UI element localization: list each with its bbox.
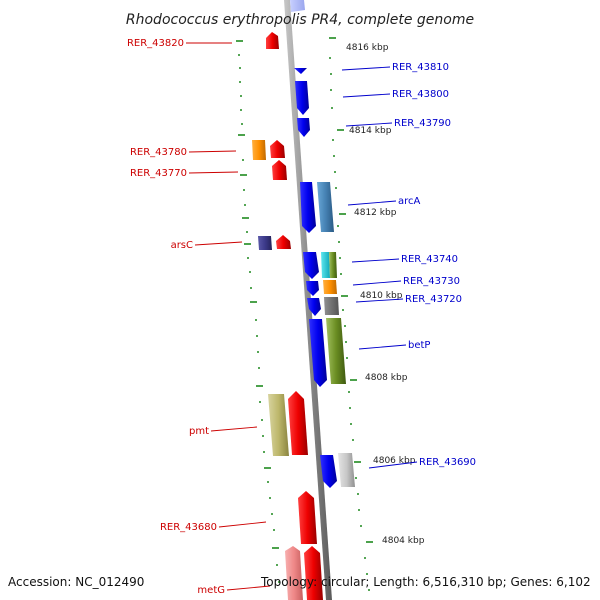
map-title: Rhodococcus erythropolis PR4, complete g… — [126, 12, 474, 28]
gene-label[interactable]: RER_43690 — [419, 457, 476, 468]
gene-feature-rer-43680[interactable] — [298, 491, 317, 544]
gene-feature-top[interactable] — [290, 0, 305, 12]
ring-dots — [238, 54, 370, 591]
accession-text: Accession: NC_012490 — [8, 575, 144, 589]
leader-line — [218, 521, 267, 528]
gene-feature-rer-43800[interactable] — [295, 81, 309, 115]
gene-feature-rer-43690-grey[interactable] — [338, 453, 355, 487]
gene-label[interactable]: betP — [408, 340, 430, 351]
gene-feature-metg-pink[interactable] — [285, 546, 303, 600]
gene-label[interactable]: RER_43780 — [130, 147, 187, 158]
gene-label[interactable]: RER_43680 — [160, 522, 217, 533]
leader-line — [226, 585, 271, 591]
leader-line — [342, 93, 391, 98]
leader-line — [355, 298, 404, 303]
scale-label: 4804 kbp — [382, 536, 425, 546]
gene-feature-arsc-navy[interactable] — [258, 236, 272, 250]
gene-label[interactable]: RER_43730 — [403, 276, 460, 287]
gene-label[interactable]: RER_43800 — [392, 89, 449, 100]
gene-features — [252, 0, 355, 600]
tick-dashes — [236, 37, 373, 549]
gene-label[interactable]: metG — [197, 585, 225, 596]
gene-label[interactable]: RER_43820 — [127, 38, 184, 49]
gene-feature-rer-43770[interactable] — [272, 160, 287, 180]
gene-feature-rer-43740-cyan[interactable] — [321, 252, 330, 278]
gene-feature-arca[interactable] — [300, 182, 316, 233]
scale-labels: 4816 kbp 4814 kbp 4812 kbp 4810 kbp 4808 kbp… — [346, 43, 425, 546]
gene-label[interactable]: RER_43810 — [392, 62, 449, 73]
gene-feature-rer-43740[interactable] — [303, 252, 319, 279]
gene-label[interactable]: RER_43790 — [394, 118, 451, 129]
gene-feature-rer-43780[interactable] — [270, 140, 285, 158]
gene-feature-rer-43820[interactable] — [266, 32, 279, 49]
gene-feature-rer-43810[interactable] — [294, 68, 307, 74]
gene-label[interactable]: arsC — [171, 240, 193, 251]
gene-feature-arsc[interactable] — [276, 235, 291, 249]
leader-line — [345, 122, 393, 127]
leader-line — [351, 258, 400, 263]
gene-feature-rer-43690[interactable] — [320, 455, 337, 488]
leader-line — [352, 280, 402, 286]
gene-label[interactable]: RER_43770 — [130, 168, 187, 179]
gene-feature-rer-43730-orange[interactable] — [323, 280, 337, 294]
gene-feature-rer-43720[interactable] — [307, 298, 321, 316]
gene-feature-metg[interactable] — [304, 546, 323, 600]
leader-line — [194, 241, 243, 246]
gene-label[interactable]: RER_43740 — [401, 254, 458, 265]
scale-label: 4814 kbp — [349, 126, 392, 136]
leader-line — [341, 66, 391, 71]
gene-feature-pmt[interactable] — [288, 391, 308, 455]
gene-feature-rer-43730[interactable] — [306, 281, 319, 296]
gene-label[interactable]: RER_43720 — [405, 294, 462, 305]
scale-label: 4816 kbp — [346, 43, 389, 53]
gene-feature-rer-43790[interactable] — [297, 118, 310, 137]
gene-feature-betp-olive[interactable] — [326, 318, 346, 384]
leader-line — [188, 171, 239, 174]
gene-feature-arca-steel[interactable] — [317, 182, 334, 232]
topology-text: Topology: circular; Length: 6,516,310 bp… — [260, 575, 591, 589]
gene-label[interactable]: pmt — [189, 426, 209, 437]
scale-label: 4808 kbp — [365, 373, 408, 383]
leader-line — [210, 426, 258, 432]
leader-line — [347, 200, 397, 206]
gene-labels: RER_43820 RER_43810 RER_43800 RER_43790 RER_… — [127, 38, 476, 596]
gene-feature-rer-43720-grey[interactable] — [324, 297, 339, 315]
leader-line — [368, 461, 418, 469]
gene-label[interactable]: arcA — [398, 196, 421, 207]
scale-label: 4810 kbp — [360, 291, 403, 301]
gene-feature-rer-43780-orange[interactable] — [252, 140, 266, 160]
gene-feature-betp[interactable] — [309, 319, 327, 387]
gene-feature-rer-43740-olive[interactable] — [329, 252, 337, 278]
leader-line — [358, 344, 407, 350]
scale-label: 4806 kbp — [373, 456, 416, 466]
gene-feature-pmt-khaki[interactable] — [268, 394, 289, 456]
leader-line — [188, 150, 237, 153]
scale-label: 4812 kbp — [354, 208, 397, 218]
